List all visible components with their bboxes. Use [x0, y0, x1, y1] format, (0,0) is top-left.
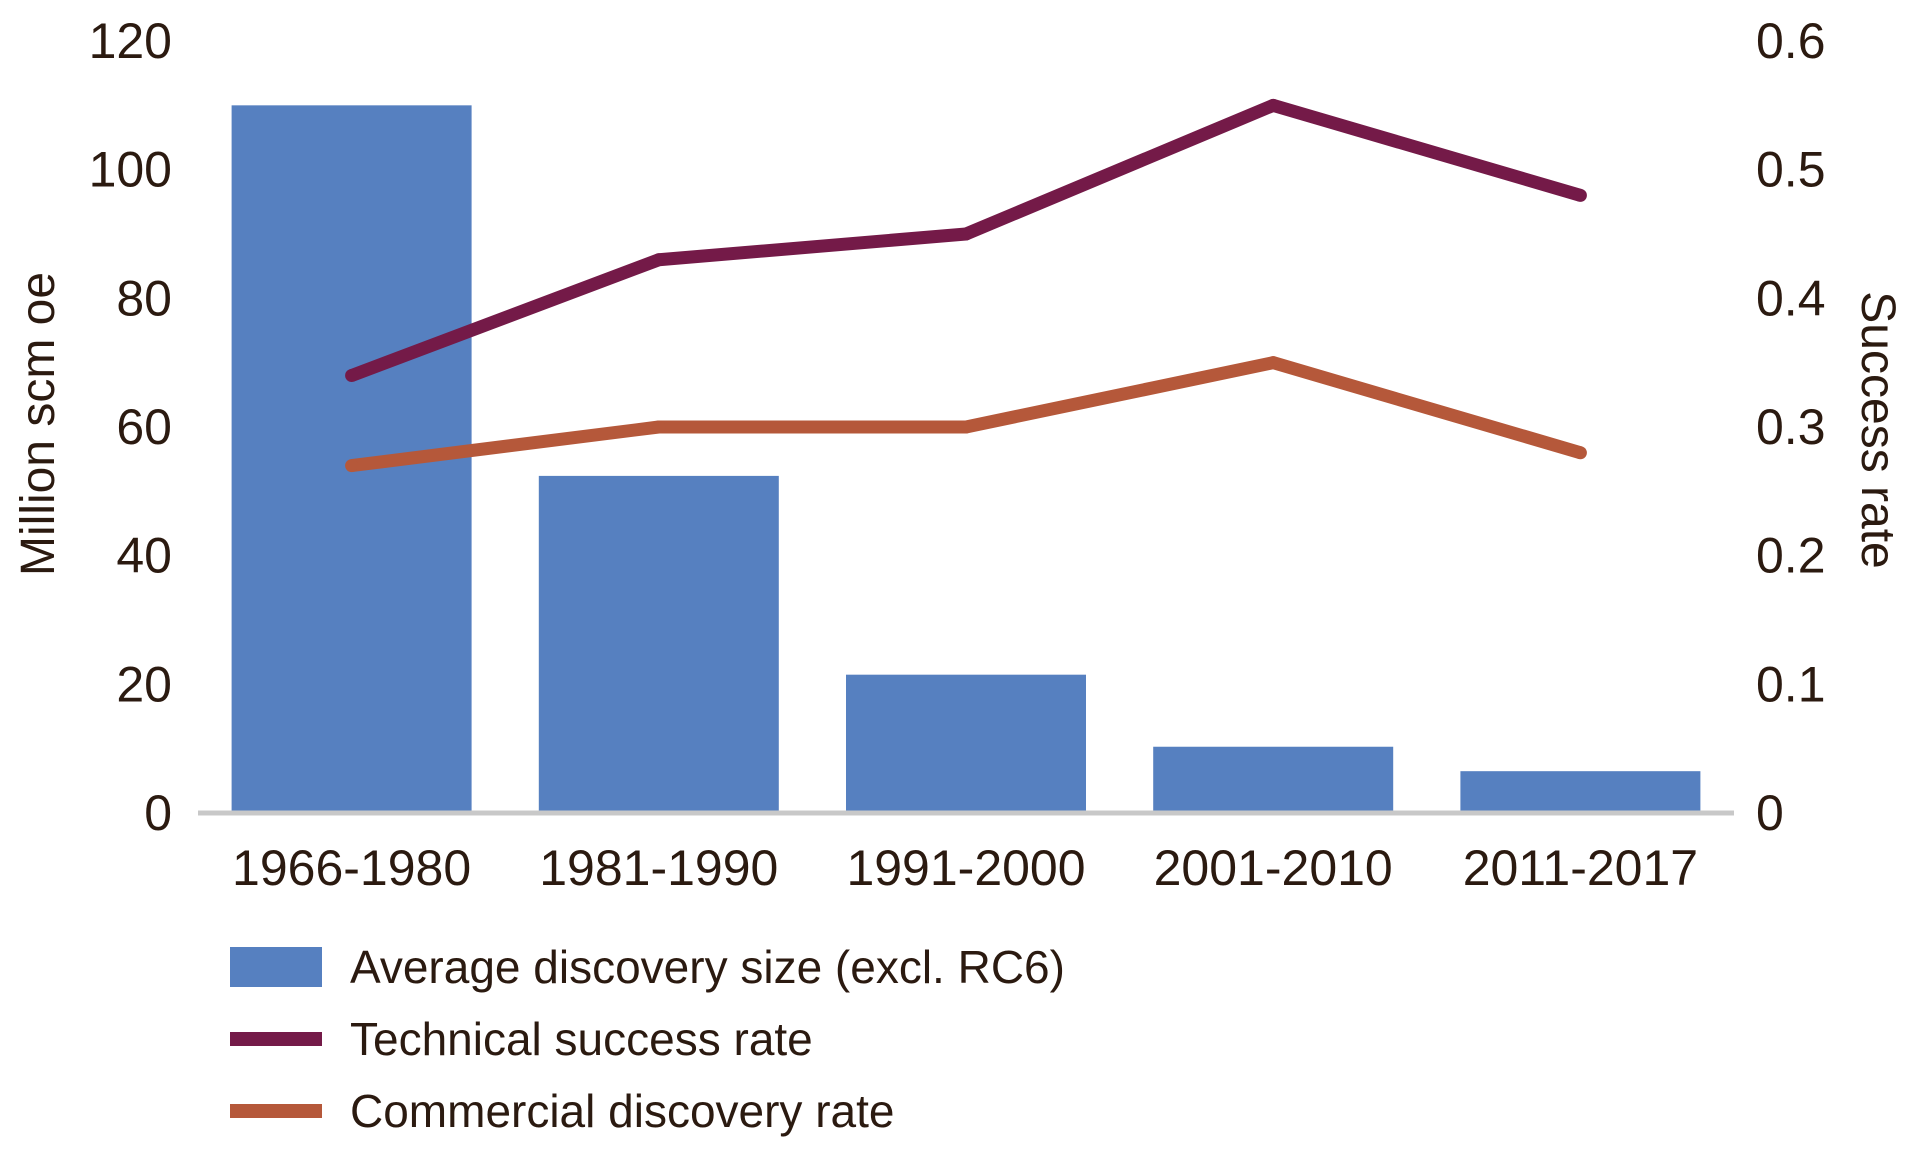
line-point: [1266, 356, 1280, 370]
line-point: [959, 420, 973, 434]
y2-tick-label: 0: [1756, 785, 1784, 841]
x-tick-label: 2001-2010: [1154, 840, 1393, 896]
y-tick-label: 80: [116, 270, 172, 326]
line-point: [345, 459, 359, 473]
y-tick-label: 100: [89, 142, 172, 198]
y-tick-label: 0: [144, 785, 172, 841]
line-point: [959, 227, 973, 241]
legend-swatch: [230, 1032, 322, 1046]
y-axis-title: Million scm oe: [12, 272, 65, 576]
y2-tick-label: 0.3: [1756, 399, 1826, 455]
line-point: [345, 369, 359, 383]
legend-label: Technical success rate: [350, 1013, 813, 1065]
y-tick-label: 40: [116, 528, 172, 584]
y-tick-label: 20: [116, 656, 172, 712]
x-tick-label: 1981-1990: [539, 840, 778, 896]
bar-2001-2010: [1153, 746, 1394, 813]
legend-label: Commercial discovery rate: [350, 1085, 894, 1137]
x-tick-label: 2011-2017: [1463, 840, 1698, 896]
x-tick-label: 1966-1980: [232, 840, 471, 896]
line-point: [652, 420, 666, 434]
y2-tick-label: 0.1: [1756, 656, 1826, 712]
legend-label: Average discovery size (excl. RC6): [350, 941, 1065, 993]
bar-1981-1990: [538, 475, 779, 813]
x-tick-label: 1991-2000: [846, 840, 1085, 896]
y-tick-label: 120: [89, 13, 172, 69]
line-series-2: [350, 356, 1583, 473]
bar-2011-2017: [1460, 771, 1701, 813]
y2-tick-label: 0.4: [1756, 270, 1826, 326]
y2-tick-label: 0.6: [1756, 13, 1826, 69]
legend-swatch: [230, 947, 322, 987]
line-point: [1266, 98, 1280, 112]
legend-swatch: [230, 1104, 322, 1118]
y2-axis-title: Success rate: [1851, 291, 1904, 568]
line-point: [652, 253, 666, 267]
y2-tick-label: 0.2: [1756, 528, 1826, 584]
y2-tick-label: 0.5: [1756, 142, 1826, 198]
line-point: [1573, 446, 1587, 460]
line-point: [1573, 188, 1587, 202]
bar-1991-2000: [846, 674, 1086, 813]
y-tick-label: 60: [116, 399, 172, 455]
